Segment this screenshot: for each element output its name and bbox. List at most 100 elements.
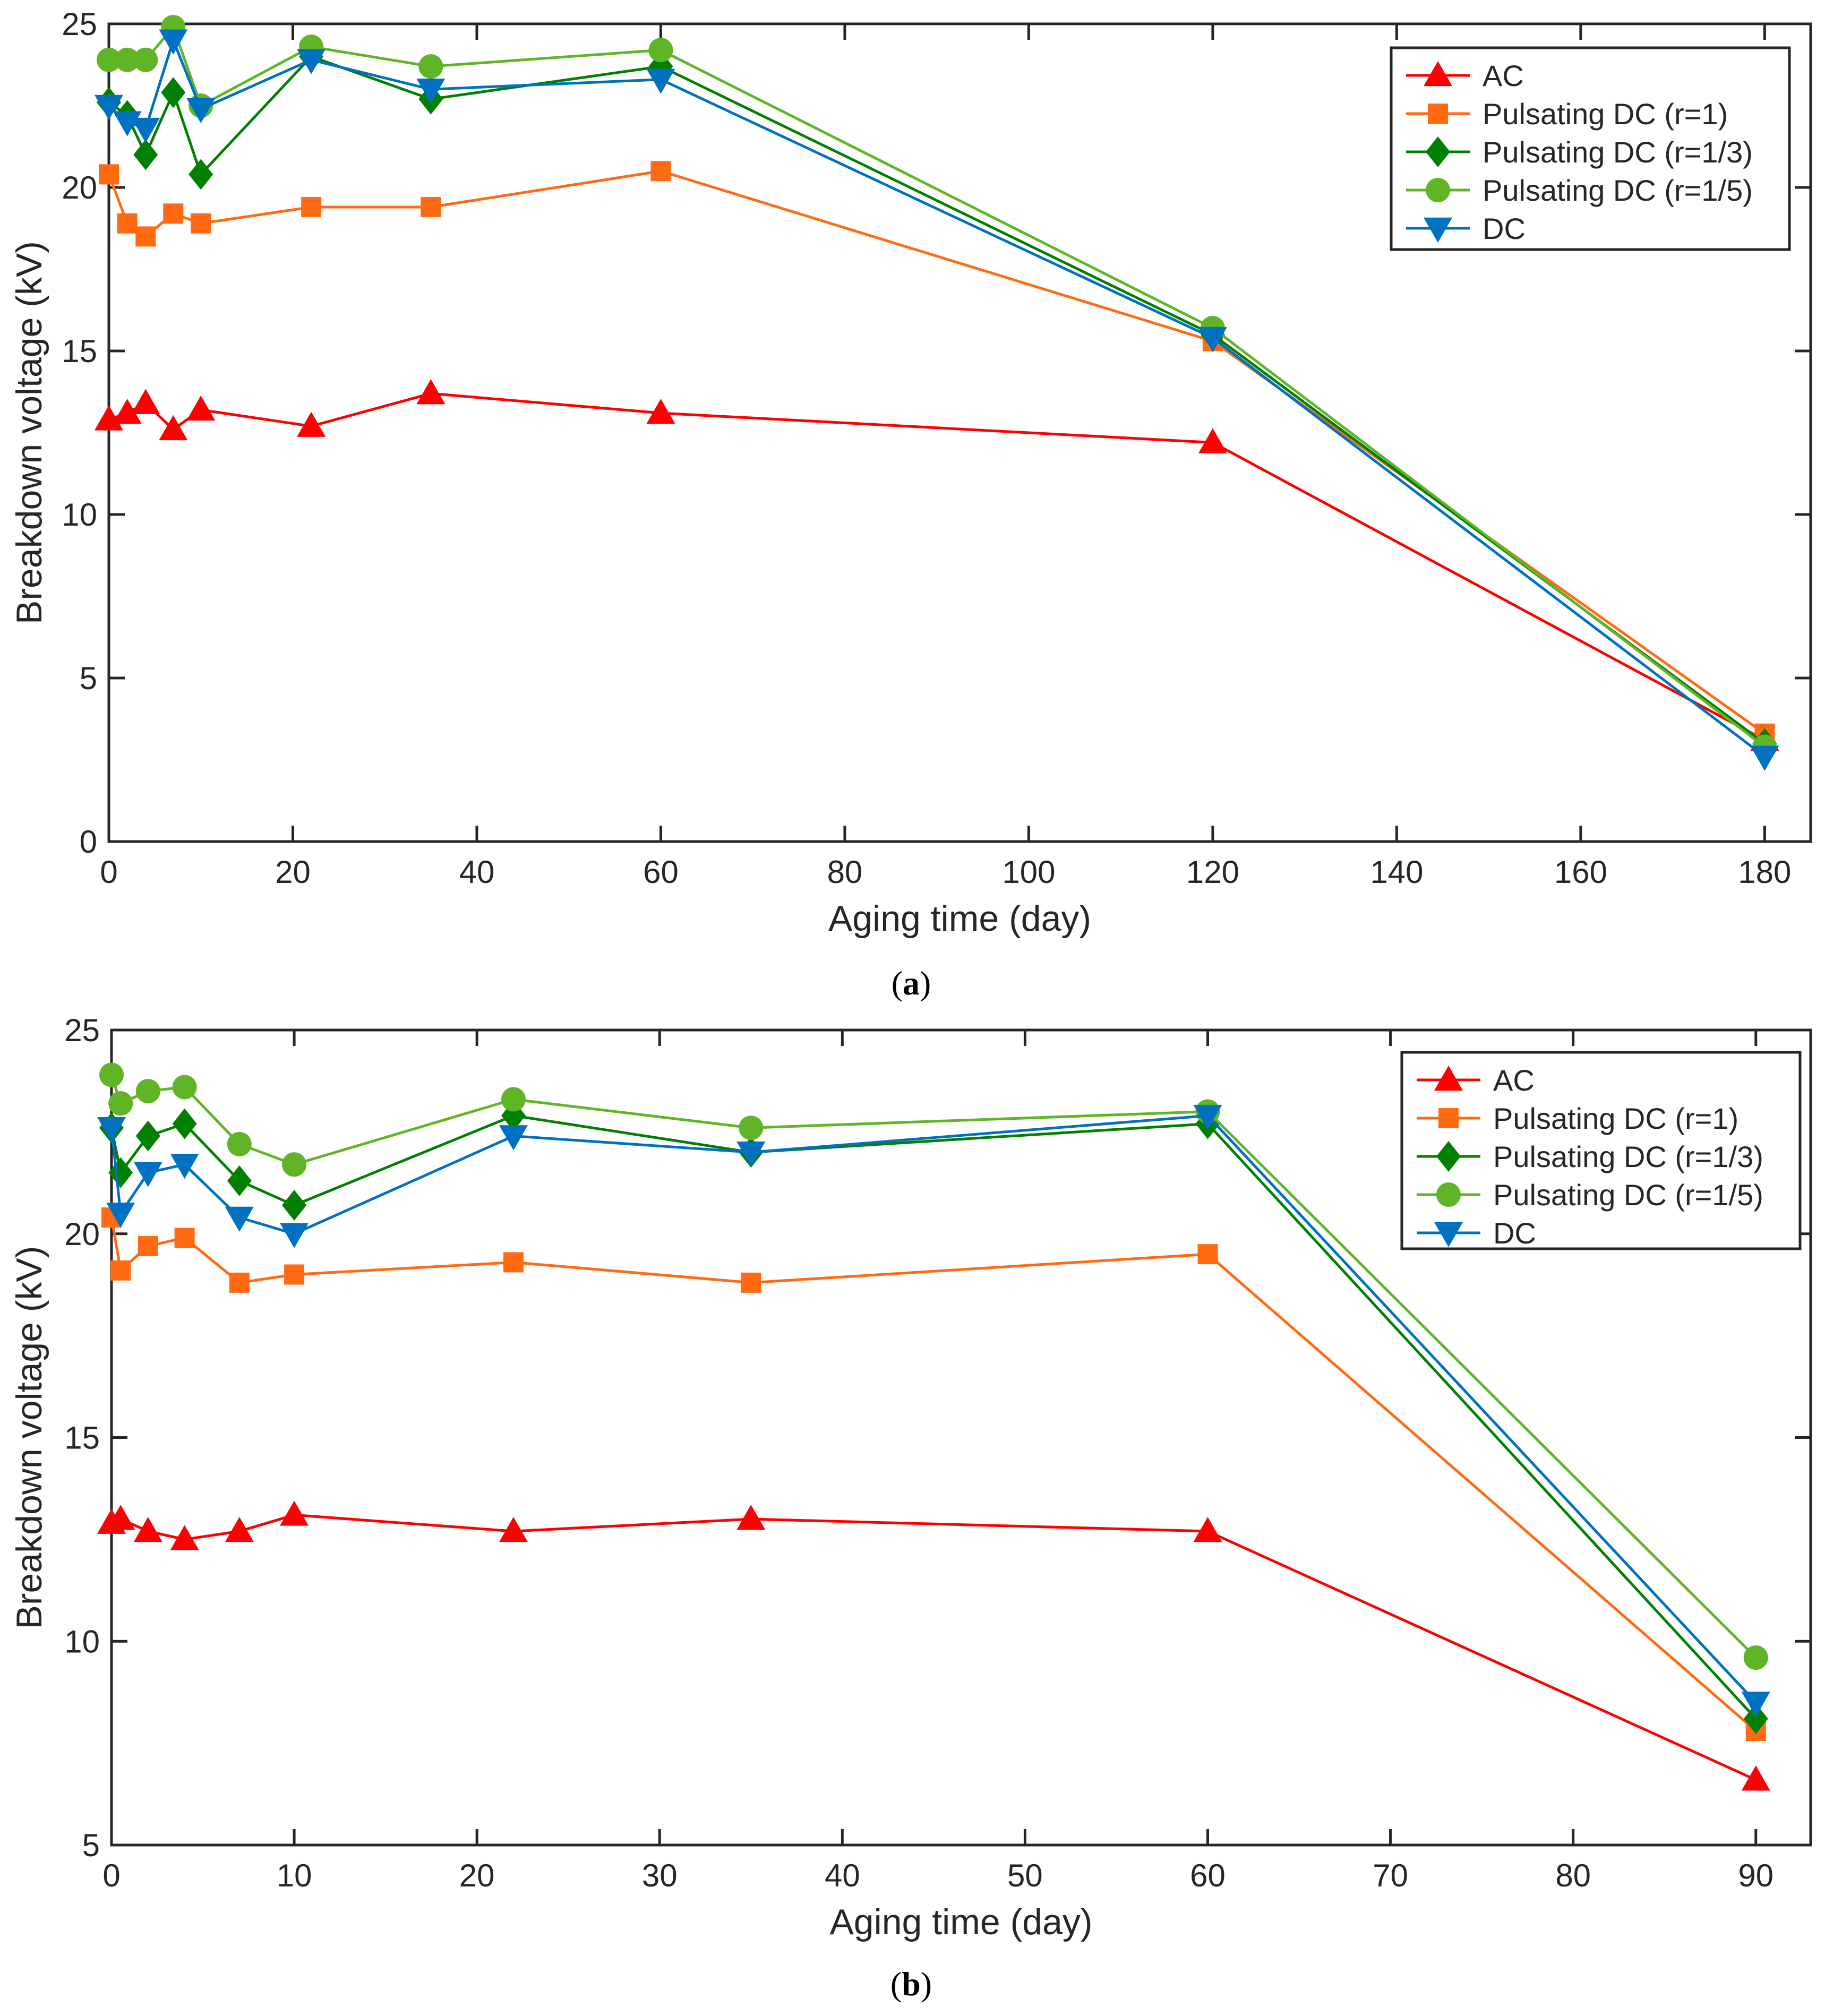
chart-b-legend-label-pulsating-dc-r-1-3: Pulsating DC (r=1/3) [1493, 1140, 1763, 1173]
chart-a-legend-marker-pulsating-dc-r-1-5 [1426, 178, 1450, 202]
chart-b-series-ac-point [106, 1505, 135, 1530]
chart-b-y-tick-label: 15 [64, 1420, 100, 1456]
chart-b-series-pulsating-dc-r-1-point [741, 1272, 761, 1293]
chart-a-legend-marker-pulsating-dc-r-1 [1428, 104, 1448, 124]
chart-a-y-tick-label: 15 [62, 333, 97, 369]
chart-b-series-ac-line [110, 1513, 1757, 1781]
chart-b-series-dc-point [97, 1117, 126, 1143]
chart-b-series-pulsating-dc-r-1-5-point [135, 1079, 160, 1104]
chart-a-y-tick-label: 10 [62, 497, 97, 533]
chart-a-plot-frame [107, 22, 1812, 843]
chart-a-x-tick-label: 100 [1002, 854, 1055, 890]
chart-a-legend-label-ac: AC [1483, 59, 1524, 92]
chart-b-x-tick-label: 40 [825, 1858, 860, 1893]
chart-a-x-tick-label: 0 [100, 854, 117, 890]
chart-b-series-dc-point [499, 1125, 528, 1151]
chart-b-series-ac-point [170, 1525, 199, 1550]
chart-b-x-tick-label: 50 [1007, 1858, 1043, 1893]
chart-b-series-ac-point [225, 1517, 254, 1542]
chart-b-series-pulsating-dc-r-1-3-point [172, 1108, 197, 1139]
chart-a-series-ac-point [131, 389, 160, 414]
chart-b-x-tick-label: 70 [1373, 1858, 1408, 1893]
chart-a-series-ac-point [113, 399, 142, 424]
chart-b-series-ac-point [133, 1517, 162, 1542]
chart-a-legend-label-pulsating-dc-r-1: Pulsating DC (r=1) [1483, 97, 1728, 131]
chart-a-series-dc-point [1198, 327, 1227, 353]
chart-b-series-pulsating-dc-r-1-point [174, 1228, 195, 1248]
caption-a: (a) [891, 964, 931, 1002]
chart-b-y-tick-label: 25 [64, 1013, 100, 1048]
chart-a-x-tick-label: 180 [1738, 854, 1791, 890]
chart-a-series-pulsating-dc-r-1-point [99, 164, 119, 185]
chart-a-series-ac-point [1198, 428, 1227, 453]
chart-a-series-pulsating-dc-r-1-point [421, 196, 441, 217]
chart-a-series-pulsating-dc-r-1-point [163, 203, 184, 224]
chart-b-series-pulsating-dc-r-1-3-line [110, 1114, 1757, 1720]
chart-a-legend-label-pulsating-dc-r-1-5: Pulsating DC (r=1/5) [1483, 174, 1753, 207]
chart-a-y-tick-label: 0 [80, 824, 97, 860]
chart-b-legend-marker-pulsating-dc-r-1-3 [1436, 1141, 1461, 1172]
chart-a-x-tick-label: 40 [459, 854, 495, 890]
chart-a-series-pulsating-dc-r-1-3-line [108, 55, 1766, 745]
chart-b-y-tick-label: 20 [64, 1216, 100, 1252]
chart-b-series-pulsating-dc-r-1-point [1197, 1244, 1218, 1265]
chart-b-x-tick-label: 30 [642, 1858, 678, 1893]
chart-b-series-pulsating-dc-r-1-5-point [1743, 1645, 1768, 1670]
chart-a-series-pulsating-dc-r-1-point [301, 196, 322, 217]
chart-a-legend-label-pulsating-dc-r-1-3: Pulsating DC (r=1/3) [1483, 135, 1753, 169]
chart-a-series-dc-point [159, 29, 188, 55]
chart-a-series-dc-point [297, 49, 326, 74]
chart-a-series-dc-point [131, 117, 160, 143]
chart-b-series-pulsating-dc-r-1-3-point [1743, 1703, 1768, 1735]
chart-b-x-tick-label: 80 [1555, 1858, 1591, 1893]
chart-b-series-pulsating-dc-r-1-5-point [739, 1116, 764, 1140]
chart-b-series-dc-point [106, 1203, 135, 1228]
chart-b-legend-box [1400, 1051, 1802, 1250]
chart-a-series-pulsating-dc-r-1-point [135, 226, 156, 247]
chart-b-series-pulsating-dc-r-1-5-point [172, 1075, 197, 1100]
chart-a-y-tick-label: 20 [62, 170, 97, 205]
chart-b-series-dc-point [133, 1162, 162, 1187]
chart-b-series-ac-point [1193, 1517, 1222, 1542]
chart-b-series-pulsating-dc-r-1-5-point [99, 1062, 124, 1087]
chart-b-x-tick-label: 10 [277, 1858, 312, 1893]
chart-b-series-pulsating-dc-r-1-point [110, 1260, 131, 1281]
chart-b-series-dc-point [225, 1206, 254, 1232]
chart-b-series-pulsating-dc-r-1-point [138, 1236, 158, 1256]
chart-b-series-pulsating-dc-r-1-5-point [227, 1131, 252, 1156]
chart-a-x-tick-label: 20 [275, 854, 311, 890]
chart-a-series-pulsating-dc-r-1-point [191, 213, 211, 234]
chart-b-series-dc-point [280, 1223, 309, 1248]
chart-a-series-pulsating-dc-r-1-5-point [115, 47, 140, 72]
chart-b-series-ac-point [499, 1517, 528, 1542]
chart-b-series-ac-point [280, 1500, 309, 1526]
chart-b-series-dc-point [170, 1154, 199, 1179]
chart-a-x-tick-label: 60 [643, 854, 679, 890]
chart-a-series-dc-point [646, 68, 675, 94]
chart-a-y-tick-label: 5 [80, 660, 97, 696]
chart-b: 0 10 20 30 40 50 60 70 80 90 5 10 15 20 25 Aging time (… [9, 1013, 1812, 1942]
chart-a-series-ac-point [159, 415, 188, 441]
chart-b-series-pulsating-dc-r-1-point [284, 1264, 305, 1285]
chart-a-series-dc-point [416, 78, 445, 104]
chart-a: 0 20 40 60 80 100 120 140 160 180 0 5 10 15 20 25 Aging … [9, 6, 1812, 939]
caption-b: (b) [890, 1965, 932, 2003]
chart-b-series-pulsating-dc-r-1-3-point [282, 1190, 307, 1221]
chart-b-series-ac-point [736, 1505, 766, 1530]
chart-b-series-pulsating-dc-r-1-line [110, 1217, 1757, 1732]
chart-a-series-pulsating-dc-r-1-5-point [418, 54, 443, 79]
chart-b-series-pulsating-dc-r-1-3-point [135, 1120, 160, 1152]
chart-b-legend: AC Pulsating DC (r=1) Pulsating DC (r=1/3)… [1400, 1051, 1802, 1250]
chart-b-x-tick-label: 90 [1738, 1858, 1773, 1893]
chart-b-series-pulsating-dc-r-1-3-point [227, 1165, 252, 1196]
chart-b-legend-label-pulsating-dc-r-1-5: Pulsating DC (r=1/5) [1493, 1178, 1763, 1212]
chart-a-legend-marker-pulsating-dc-r-1-3 [1426, 136, 1450, 167]
chart-a-legend-marker-dc [1424, 217, 1452, 243]
chart-a-series-pulsating-dc-r-1-point [650, 161, 671, 182]
chart-b-legend-marker-dc [1434, 1222, 1463, 1247]
chart-b-series-dc-point [1741, 1692, 1770, 1717]
chart-a-series-dc-point [1750, 745, 1779, 771]
chart-a-series-dc-point [113, 111, 142, 136]
chart-a-y-axis-label: Breakdown voltage (kV) [9, 241, 49, 624]
chart-a-series-pulsating-dc-r-1-5-point [97, 47, 121, 72]
